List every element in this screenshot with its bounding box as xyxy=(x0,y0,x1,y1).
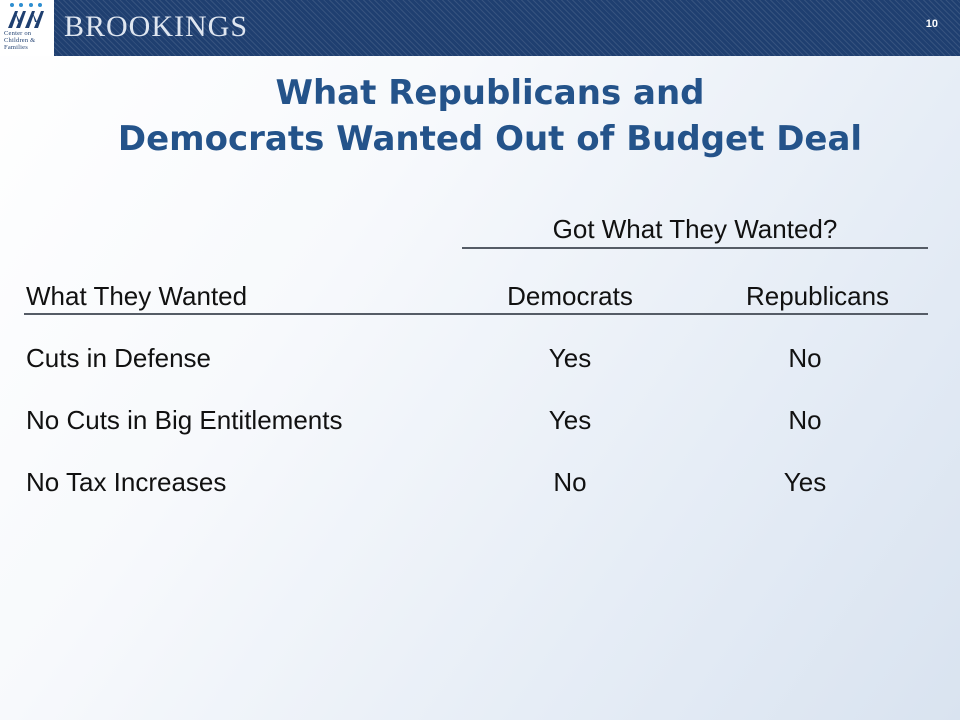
slide-title: What Republicans and Democrats Wanted Ou… xyxy=(0,70,960,162)
row-republicans: No xyxy=(788,405,822,435)
row-item: No Cuts in Big Entitlements xyxy=(26,405,343,435)
column-header-democrats: Democrats xyxy=(507,281,633,311)
logo: Center on Children & Families xyxy=(0,0,54,56)
row-republicans: No xyxy=(788,343,822,373)
row-item: No Tax Increases xyxy=(26,467,227,497)
brand-name: BROOKINGS xyxy=(64,10,249,43)
row-democrats: Yes xyxy=(548,343,592,373)
logo-text: Center on Children & Families xyxy=(4,30,36,51)
row-republicans: Yes xyxy=(783,467,827,497)
slide-number: 10 xyxy=(925,18,938,30)
header-banner: Center on Children & Families BROOKINGS … xyxy=(0,0,960,56)
column-header-republicans: Republicans xyxy=(745,281,890,311)
row-item: Cuts in Defense xyxy=(26,343,211,373)
group-header: Got What They Wanted? xyxy=(552,214,838,244)
family-figures-icon xyxy=(8,3,44,28)
group-header-rule xyxy=(462,247,928,249)
column-header-wanted: What They Wanted xyxy=(26,281,248,311)
column-header-rule xyxy=(24,313,928,315)
row-democrats: Yes xyxy=(548,405,592,435)
title-line-2: Democrats Wanted Out of Budget Deal xyxy=(117,119,863,159)
title-line-1: What Republicans and xyxy=(275,73,705,113)
row-democrats: No xyxy=(553,467,587,497)
